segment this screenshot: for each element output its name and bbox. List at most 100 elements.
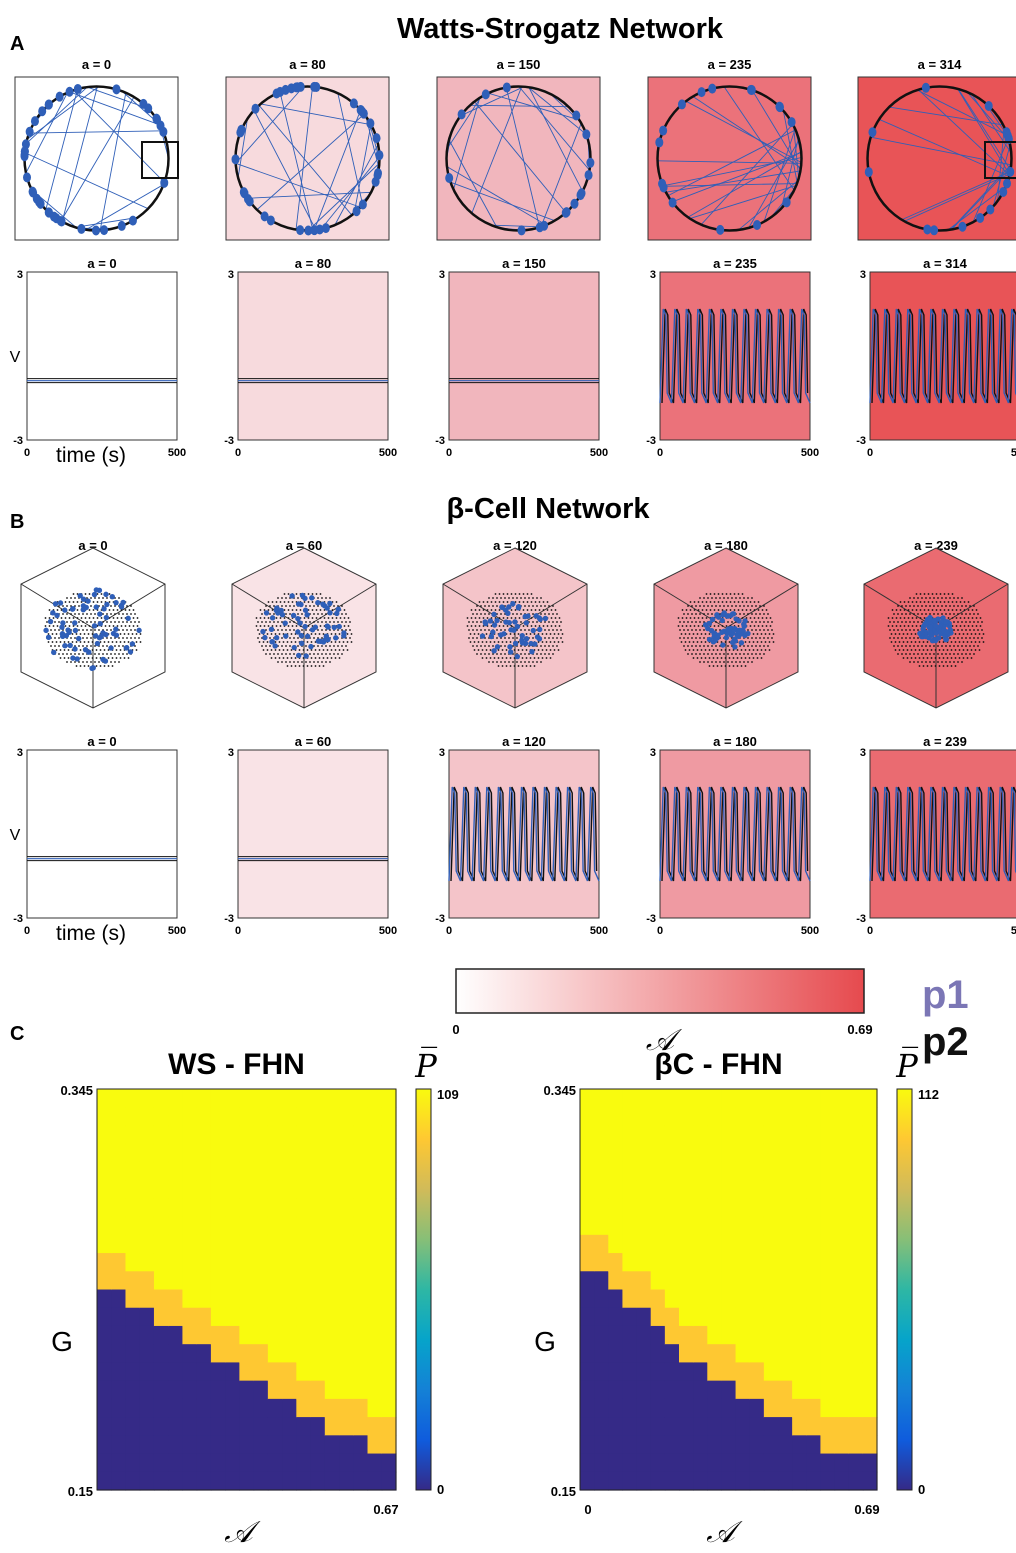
cell-dot (537, 641, 540, 643)
cell-dot (978, 633, 981, 635)
active-cell (125, 615, 131, 622)
heatmap-cell (650, 1398, 666, 1418)
heatmap-cell (763, 1307, 779, 1327)
heatmap-cell (735, 1453, 751, 1473)
cell-dot (756, 641, 759, 643)
heatmap-cell (763, 1089, 779, 1108)
heatmap-cell (182, 1289, 198, 1309)
heatmap-cell (153, 1180, 169, 1199)
cell-dot (72, 601, 75, 603)
cell-dot (505, 641, 508, 643)
cell-dot (496, 653, 498, 655)
heatmap-cell (153, 1362, 169, 1382)
cell-dot (768, 649, 771, 651)
network-edge (901, 171, 1011, 221)
heatmap-cell (353, 1198, 369, 1218)
cell-dot (305, 645, 307, 647)
cell-dot (545, 657, 548, 659)
heatmap-cell (622, 1362, 638, 1382)
spike-trace-p2 (871, 786, 1016, 882)
cell-dot (749, 625, 752, 627)
heatmap-cell (594, 1344, 609, 1364)
cell-dot (277, 597, 279, 599)
heatmap-cell (792, 1271, 807, 1291)
cell-dot (699, 661, 701, 663)
heatmap-cell (721, 1089, 737, 1108)
cell-dot (302, 665, 305, 667)
cell-dot (708, 665, 711, 667)
cell-dot (973, 637, 975, 639)
active-cell (45, 634, 52, 641)
cell-dot (48, 617, 51, 619)
cell-dot (696, 657, 699, 659)
timeseries-label: a = 0 (87, 256, 116, 271)
cell-dot (86, 597, 88, 599)
cell-dot (255, 625, 258, 627)
heatmap-cell (608, 1161, 624, 1181)
cell-dot (907, 609, 910, 611)
cell-dot (534, 625, 537, 627)
cell-dot (306, 649, 309, 651)
network-node (159, 126, 168, 137)
heatmap-cell (792, 1471, 807, 1491)
cell-dot (699, 621, 701, 623)
cell-dot (906, 633, 909, 635)
heatmap-cell (622, 1198, 638, 1218)
cell-dot (556, 621, 558, 623)
cell-dot (139, 641, 142, 643)
cell-dot (919, 609, 922, 611)
heatmap-cell (806, 1344, 822, 1364)
heatmap-cell (196, 1325, 212, 1345)
heatmap-cell (679, 1325, 694, 1345)
cell-dot (695, 605, 697, 607)
cell-dot (729, 593, 732, 595)
heatmap-cell (806, 1289, 822, 1309)
cell-dot (556, 637, 558, 639)
cell-dot (267, 609, 270, 611)
cell-dot (99, 665, 102, 667)
cell-dot (126, 621, 128, 623)
cell-dot (755, 653, 757, 655)
heatmap-cell (381, 1398, 397, 1418)
network-edge (334, 144, 379, 226)
cell-dot (935, 609, 938, 611)
heatmap-cell (580, 1471, 595, 1491)
network-edge (235, 86, 304, 164)
cell-dot (901, 645, 903, 647)
cell-dot (895, 617, 898, 619)
heatmap-cell (339, 1089, 354, 1108)
cell-dot (318, 665, 321, 667)
heatmap-cell (381, 1125, 397, 1145)
cell-dot (329, 629, 331, 631)
heatmap-xlabel: 𝒜 (224, 1515, 261, 1550)
heatmap-cell (735, 1398, 751, 1418)
cell-dot (60, 609, 63, 611)
heatmap-cell (139, 1198, 155, 1218)
cell-dot (763, 629, 765, 631)
ylabel-v: V (10, 349, 21, 366)
ytick-top: 3 (650, 269, 656, 281)
cell-dot (263, 617, 266, 619)
active-cell (315, 599, 321, 606)
active-cell (298, 632, 305, 639)
heatmap-cell (608, 1362, 624, 1382)
cell-dot (913, 637, 915, 639)
cell-dot (265, 645, 267, 647)
cell-dot (72, 617, 75, 619)
cell-dot (75, 641, 78, 643)
cell-dot (958, 649, 961, 651)
heatmap-cell (721, 1234, 737, 1254)
cell-dot (309, 605, 311, 607)
cell-dot (753, 625, 756, 627)
cell-dot (54, 629, 56, 631)
cell-dot (703, 637, 705, 639)
cell-dot (74, 597, 76, 599)
cell-dot (975, 609, 978, 611)
cell-dot (697, 601, 700, 603)
heatmap-cell (282, 1125, 297, 1145)
heatmap-cell (834, 1471, 850, 1491)
cell-dot (501, 641, 504, 643)
heatmap-cell (693, 1289, 708, 1309)
xtick-left: 0 (446, 447, 452, 459)
cell-dot (91, 657, 94, 659)
